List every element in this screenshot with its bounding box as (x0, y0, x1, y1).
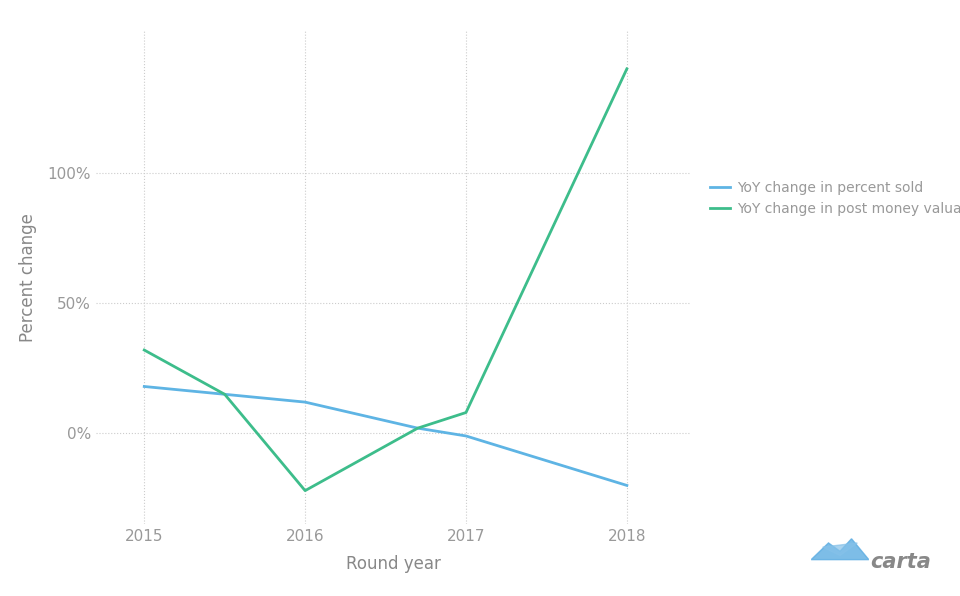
Text: carta: carta (871, 552, 931, 572)
Legend: YoY change in percent sold, YoY change in post money valuation: YoY change in percent sold, YoY change i… (704, 175, 960, 221)
Polygon shape (811, 539, 869, 560)
X-axis label: Round year: Round year (347, 555, 441, 573)
Polygon shape (823, 543, 857, 555)
Y-axis label: Percent change: Percent change (18, 213, 36, 342)
